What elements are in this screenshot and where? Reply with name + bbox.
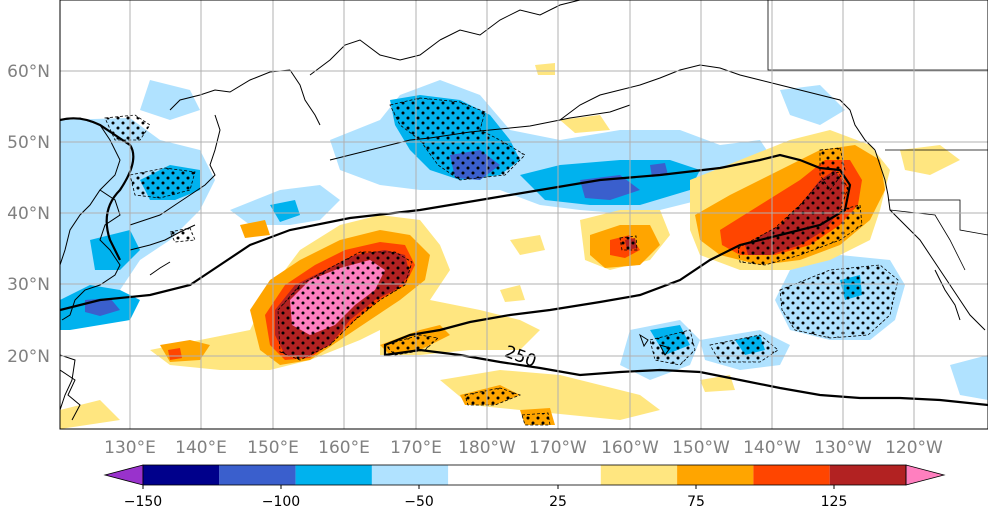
longitude-tick-label: 150°E	[247, 438, 299, 458]
political-borders	[767, 0, 988, 271]
map-frame	[59, 0, 988, 430]
colorbar-segment	[753, 465, 830, 485]
colorbar-tick-label: 75	[687, 494, 705, 510]
colorbar-tick-label: −50	[404, 494, 434, 510]
longitude-labels: 130°E 140°E 150°E 160°E 170°E 180°W 170°W 160°W…	[104, 438, 943, 458]
longitude-tick-label: 140°E	[175, 438, 227, 458]
longitude-tick-label: 160°W	[601, 438, 659, 458]
colorbar-segment	[448, 465, 601, 485]
colorbar-segment	[829, 465, 906, 485]
longitude-tick-label: 150°W	[672, 438, 730, 458]
colorbar-segment	[219, 465, 296, 485]
colorbar-segment	[371, 465, 449, 485]
colorbar-segment	[295, 465, 372, 485]
colorbar-extend-max	[905, 464, 946, 486]
latitude-tick-label: 30°N	[7, 275, 50, 295]
latitude-tick-label: 50°N	[7, 133, 50, 153]
colorbar-tick-label: −150	[124, 494, 162, 510]
colorbar: −150 −100 −50 25 75 125	[103, 464, 946, 510]
longitude-tick-label: 180°W	[458, 438, 516, 458]
longitude-tick-label: 140°W	[743, 438, 801, 458]
colorbar-segment	[143, 465, 220, 485]
longitude-tick-label: 130°E	[104, 438, 156, 458]
colorbar-tick-label: −100	[262, 494, 300, 510]
longitude-tick-label: 160°E	[318, 438, 370, 458]
colorbar-segment	[677, 465, 754, 485]
plot-area: 250	[60, 0, 988, 429]
colorbar-frame	[142, 464, 907, 486]
gridlines	[60, 0, 988, 429]
longitude-tick-label: 120°W	[885, 438, 943, 458]
longitude-tick-label: 130°W	[814, 438, 872, 458]
longitude-tick-label: 170°W	[529, 438, 587, 458]
latitude-tick-label: 60°N	[7, 62, 50, 82]
colorbar-extend-min	[103, 464, 144, 486]
colorbar-tick-label: 25	[549, 494, 567, 510]
colorbar-tick-label: 125	[821, 494, 848, 510]
latitude-labels: 60°N 50°N 40°N 30°N 20°N	[7, 62, 50, 367]
contour-lines	[60, 117, 988, 407]
latitude-tick-label: 40°N	[7, 204, 50, 224]
longitude-tick-label: 170°E	[390, 438, 442, 458]
latitude-tick-label: 20°N	[7, 347, 50, 367]
colorbar-segment	[600, 465, 678, 485]
